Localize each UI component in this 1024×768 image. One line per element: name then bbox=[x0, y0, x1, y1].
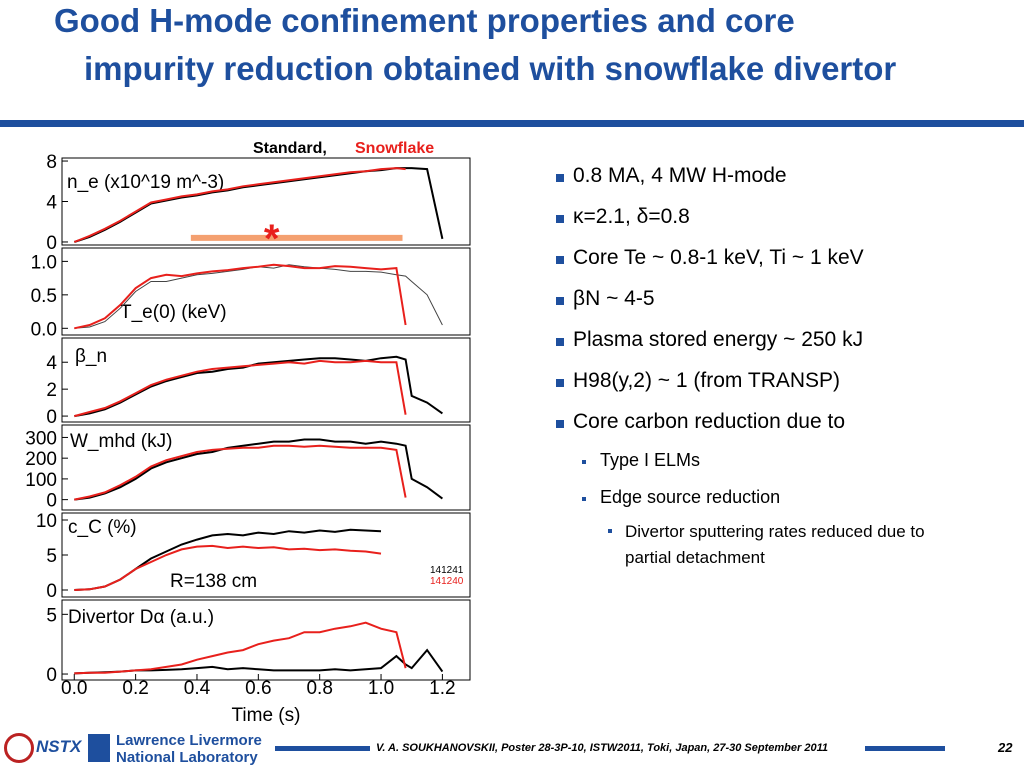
panel-label: Divertor Dα (a.u.) bbox=[68, 607, 214, 628]
series-line bbox=[74, 444, 407, 501]
y-tick-label: 4 bbox=[46, 193, 57, 214]
bullet: Core Te ~ 0.8-1 keV, Ti ~ 1 keV bbox=[573, 246, 864, 269]
y-tick-label: 0 bbox=[46, 407, 57, 428]
plot-frame bbox=[61, 599, 471, 681]
series-line bbox=[74, 438, 443, 501]
y-tick-label: 0.0 bbox=[31, 319, 57, 340]
x-tick-label: 0.8 bbox=[306, 678, 332, 699]
y-tick-label: 0 bbox=[46, 581, 57, 602]
panel-label: c_C (%) bbox=[68, 517, 137, 538]
bullet: βN ~ 4-5 bbox=[573, 287, 655, 310]
page-number: 22 bbox=[998, 740, 1013, 755]
bullet: Core carbon reduction due to bbox=[573, 410, 846, 433]
series-line bbox=[74, 355, 443, 418]
series-line bbox=[74, 544, 382, 591]
x-tick-label: 0.0 bbox=[61, 678, 87, 699]
bullet-marker bbox=[556, 256, 564, 264]
y-tick-label: 0 bbox=[46, 233, 57, 254]
y-tick-label: 0.5 bbox=[31, 286, 57, 307]
bullet: Plasma stored energy ~ 250 kJ bbox=[573, 328, 864, 351]
title-rule bbox=[0, 120, 1024, 127]
series-line bbox=[74, 263, 407, 330]
logo-text: National Laboratory bbox=[116, 749, 258, 766]
annotation: R=138 cm bbox=[170, 571, 257, 592]
bullet: 0.8 MA, 4 MW H-mode bbox=[573, 164, 787, 187]
bullet: κ=2.1, δ=0.8 bbox=[573, 205, 690, 228]
bullet-marker bbox=[582, 460, 586, 464]
x-tick-label: 1.0 bbox=[368, 678, 394, 699]
panel-label: β_n bbox=[75, 346, 107, 367]
y-tick-label: 1.0 bbox=[31, 252, 57, 273]
x-tick-label: 0.2 bbox=[122, 678, 148, 699]
panel-label: W_mhd (kJ) bbox=[70, 431, 172, 452]
y-tick-label: 300 bbox=[25, 428, 57, 449]
y-tick-label: 5 bbox=[46, 605, 57, 626]
legend-entry: 141241 bbox=[430, 565, 464, 576]
panel-label: T_e(0) (keV) bbox=[120, 302, 227, 323]
bullet-marker bbox=[556, 215, 564, 223]
y-tick-label: 100 bbox=[25, 470, 57, 491]
annotation: * bbox=[264, 217, 280, 261]
plot-frame bbox=[61, 337, 471, 423]
title: Good H-mode confinement properties and c… bbox=[54, 2, 795, 39]
y-tick-label: 4 bbox=[46, 353, 57, 374]
bullet-marker bbox=[556, 420, 564, 428]
bullet-marker bbox=[608, 529, 612, 533]
series-line bbox=[74, 359, 407, 418]
chart: Standard, Snowflake 0 4 8 n_e (x10^19 m^-3) * 0… bbox=[25, 140, 471, 726]
footer: V. A. SOUKHANOVSKII, Poster 28-3P-10, IS… bbox=[376, 742, 828, 754]
bullet-marker bbox=[556, 379, 564, 387]
x-tick-label: 1.2 bbox=[429, 678, 455, 699]
sub-sub-bullet: Divertor sputtering rates reduced due to… bbox=[625, 522, 925, 567]
panel-label: n_e (x10^19 m^-3) bbox=[67, 172, 224, 193]
bullet: H98(y,2) ~ 1 (from TRANSP) bbox=[573, 369, 841, 392]
logo-mark bbox=[88, 734, 110, 762]
sub-bullet: Edge source reduction bbox=[600, 487, 781, 507]
bullet-marker bbox=[556, 174, 564, 182]
legend-entry: 141240 bbox=[430, 576, 464, 587]
logo-mark bbox=[4, 733, 34, 763]
legend-entry: Snowflake bbox=[355, 140, 434, 157]
footer-rule bbox=[275, 746, 370, 751]
legend-entry: Standard, bbox=[253, 140, 327, 157]
series-line bbox=[74, 621, 407, 675]
y-tick-label: 0 bbox=[46, 491, 57, 512]
x-axis-label: Time (s) bbox=[232, 705, 301, 726]
bullet-marker bbox=[556, 297, 564, 305]
x-tick-label: 0.6 bbox=[245, 678, 271, 699]
y-tick-label: 5 bbox=[46, 546, 57, 567]
plot-frame bbox=[61, 247, 471, 336]
plot-frame bbox=[61, 424, 471, 511]
series-line bbox=[73, 167, 406, 243]
title: impurity reduction obtained with snowfla… bbox=[84, 50, 897, 87]
x-tick-label: 0.4 bbox=[184, 678, 211, 699]
y-tick-label: 10 bbox=[36, 511, 57, 532]
y-tick-label: 2 bbox=[46, 380, 57, 401]
logo-text: NSTX bbox=[36, 737, 82, 756]
y-tick-label: 200 bbox=[25, 449, 57, 470]
footer-rule bbox=[865, 746, 945, 751]
logo-text: Lawrence Livermore bbox=[116, 732, 262, 749]
sub-bullet: Type I ELMs bbox=[600, 450, 701, 470]
y-tick-label: 8 bbox=[46, 152, 57, 173]
y-tick-label: 0 bbox=[46, 665, 57, 686]
bullet-marker bbox=[556, 338, 564, 346]
series-line bbox=[74, 264, 443, 329]
bullet-marker bbox=[582, 497, 586, 501]
